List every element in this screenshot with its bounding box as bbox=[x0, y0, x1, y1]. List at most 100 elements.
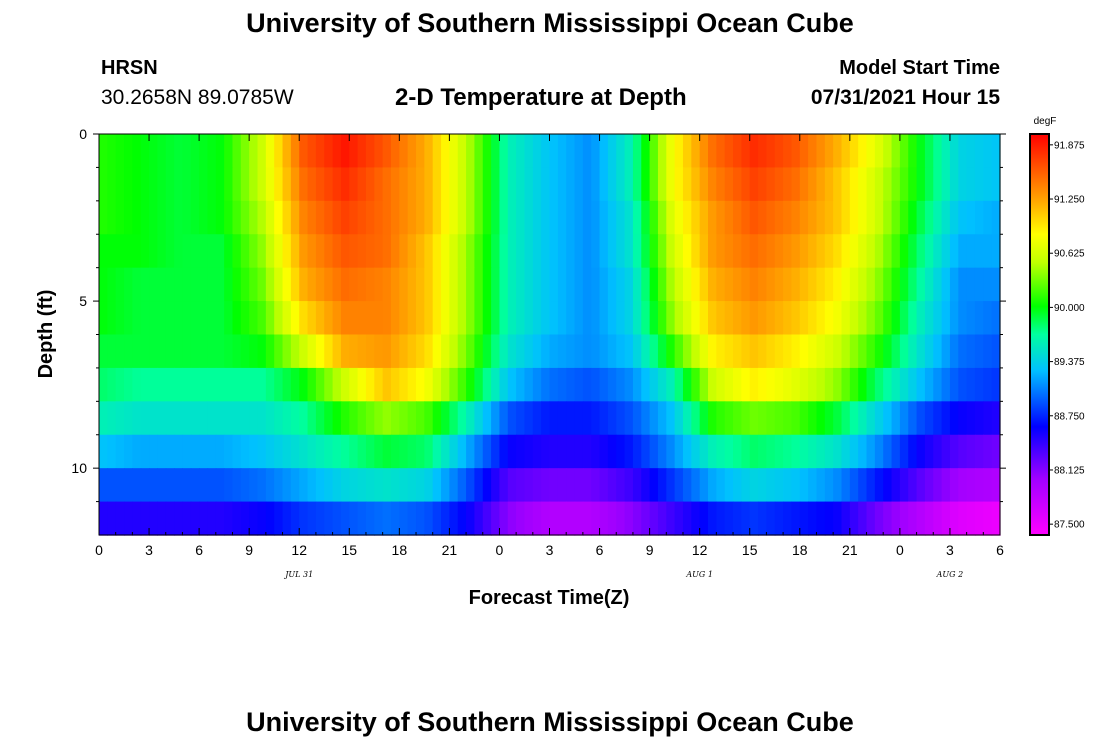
heatmap-cell bbox=[190, 267, 200, 302]
heatmap-cell bbox=[632, 267, 642, 302]
heatmap-cell bbox=[908, 468, 918, 503]
heatmap-cell bbox=[482, 401, 492, 436]
heatmap-cell bbox=[783, 468, 793, 503]
colorbar-tick-label: 90.625 bbox=[1054, 249, 1085, 260]
heatmap-cell bbox=[382, 267, 392, 302]
heatmap-cell bbox=[215, 401, 225, 436]
x-tick-label: 18 bbox=[392, 542, 408, 558]
heatmap-cell bbox=[607, 234, 617, 269]
heatmap-cell bbox=[849, 468, 859, 503]
heatmap-cell bbox=[632, 134, 642, 169]
heatmap-cell bbox=[265, 468, 275, 503]
heatmap-cell bbox=[699, 267, 709, 302]
heatmap-cell bbox=[649, 301, 659, 336]
heatmap-cell bbox=[949, 334, 959, 369]
heatmap-cell bbox=[332, 167, 342, 202]
heatmap-cell bbox=[290, 334, 300, 369]
heatmap-cell bbox=[883, 301, 893, 336]
heatmap-cell bbox=[357, 501, 367, 536]
heatmap-cell bbox=[541, 134, 551, 169]
heatmap-cell bbox=[290, 200, 300, 235]
heatmap-cell bbox=[557, 134, 567, 169]
heatmap-cell bbox=[457, 501, 467, 536]
heatmap-cell bbox=[791, 334, 801, 369]
heatmap-cell bbox=[666, 234, 676, 269]
heatmap-cell bbox=[566, 134, 576, 169]
heatmap-cell bbox=[891, 401, 901, 436]
heatmap-cell bbox=[574, 200, 584, 235]
heatmap-cell bbox=[666, 200, 676, 235]
heatmap-cell bbox=[357, 468, 367, 503]
heatmap-cell bbox=[966, 434, 976, 469]
heatmap-cell bbox=[274, 167, 284, 202]
colorbar-tick-label: 89.375 bbox=[1054, 357, 1085, 368]
heatmap-cell bbox=[282, 434, 292, 469]
heatmap-cell bbox=[983, 367, 993, 402]
heatmap-cell bbox=[974, 501, 984, 536]
heatmap-cell bbox=[849, 301, 859, 336]
heatmap-cell bbox=[691, 434, 701, 469]
heatmap-cell bbox=[407, 167, 417, 202]
heatmap-cell bbox=[507, 167, 517, 202]
heatmap-cell bbox=[232, 267, 242, 302]
heatmap-cell bbox=[716, 134, 726, 169]
heatmap-cell bbox=[315, 468, 325, 503]
heatmap-cell bbox=[416, 367, 425, 402]
heatmap-cell bbox=[833, 134, 843, 169]
heatmap-cell bbox=[774, 167, 784, 202]
heatmap-cell bbox=[365, 334, 375, 369]
heatmap-cell bbox=[774, 401, 784, 436]
heatmap-cell bbox=[107, 468, 117, 503]
heatmap-cell bbox=[324, 301, 334, 336]
heatmap-cell bbox=[974, 134, 984, 169]
heatmap-cell bbox=[641, 334, 651, 369]
heatmap-cell bbox=[524, 501, 534, 536]
heatmap-cell bbox=[357, 301, 367, 336]
heatmap-cell bbox=[724, 434, 734, 469]
heatmap-cell bbox=[766, 501, 776, 536]
heatmap-cell bbox=[574, 401, 584, 436]
heatmap-cell bbox=[833, 401, 843, 436]
heatmap-cell bbox=[733, 267, 742, 302]
heatmap-cell bbox=[257, 334, 267, 369]
heatmap-cell bbox=[566, 267, 576, 302]
heatmap-cell bbox=[224, 434, 234, 469]
heatmap-cell bbox=[365, 200, 375, 235]
heatmap-cell bbox=[974, 401, 984, 436]
heatmap-cell bbox=[157, 134, 167, 169]
heatmap-cell bbox=[132, 468, 142, 503]
heatmap-cell bbox=[833, 301, 843, 336]
heatmap-cell bbox=[607, 468, 617, 503]
heatmap-cell bbox=[307, 468, 317, 503]
heatmap-cell bbox=[991, 334, 1001, 369]
heatmap-cell bbox=[849, 134, 859, 169]
heatmap-cell bbox=[374, 267, 384, 302]
heatmap-cell bbox=[891, 468, 901, 503]
heatmap-cell bbox=[824, 501, 834, 536]
heatmap-cell bbox=[482, 501, 492, 536]
heatmap-cell bbox=[524, 134, 534, 169]
heatmap-cell bbox=[758, 200, 767, 235]
heatmap-cell bbox=[858, 468, 868, 503]
heatmap-cell bbox=[199, 134, 209, 169]
heatmap-cell bbox=[516, 134, 526, 169]
heatmap-cell bbox=[374, 334, 384, 369]
heatmap-cell bbox=[816, 167, 826, 202]
heatmap-cell bbox=[307, 134, 317, 169]
heatmap-cell bbox=[883, 501, 893, 536]
heatmap-cell bbox=[257, 468, 267, 503]
heatmap-cell bbox=[666, 334, 676, 369]
heatmap-cell bbox=[449, 134, 459, 169]
heatmap-cell bbox=[499, 234, 509, 269]
heatmap-cell bbox=[307, 334, 317, 369]
heatmap-cell bbox=[899, 234, 909, 269]
model-start-label: Model Start Time bbox=[839, 57, 1000, 79]
heatmap-cell bbox=[182, 301, 192, 336]
heatmap-cell bbox=[449, 234, 459, 269]
heatmap-cell bbox=[874, 301, 884, 336]
heatmap-cell bbox=[491, 501, 501, 536]
heatmap-cell bbox=[424, 334, 434, 369]
heatmap-cell bbox=[724, 501, 734, 536]
heatmap-cell bbox=[491, 434, 501, 469]
colorbar-tick-label: 88.125 bbox=[1054, 465, 1085, 476]
